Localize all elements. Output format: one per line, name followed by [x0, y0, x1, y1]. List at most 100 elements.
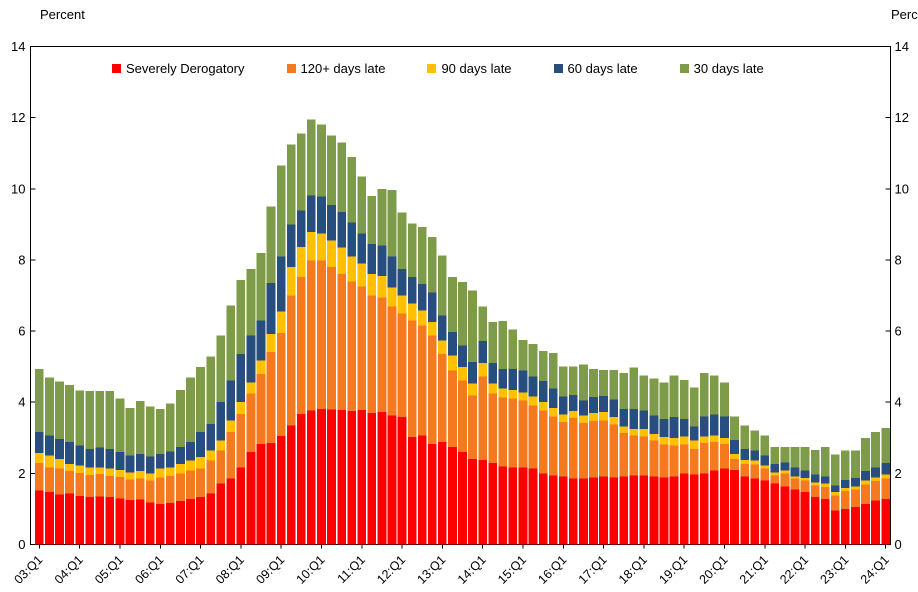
bar-segment	[508, 329, 518, 369]
bar-segment	[307, 119, 316, 196]
bar-segment	[508, 467, 518, 545]
svg-text:12: 12	[11, 110, 25, 125]
bar-segment	[196, 468, 205, 498]
bar-segment	[568, 418, 578, 479]
bar-segment	[417, 310, 427, 326]
bar-segment	[35, 368, 44, 433]
bar-segment	[387, 306, 397, 416]
bar-segment	[730, 416, 739, 440]
bar-segment	[780, 462, 790, 471]
bar-segment	[417, 227, 427, 284]
bar-segment	[790, 467, 800, 477]
svg-text:2: 2	[895, 466, 902, 481]
bar-segment	[357, 263, 367, 287]
bar-segment	[669, 375, 679, 418]
bar-segment	[770, 475, 780, 484]
bar-segment	[669, 437, 679, 446]
bar-segment	[367, 412, 377, 545]
bar-segment	[397, 417, 407, 545]
bar-segment	[397, 212, 407, 269]
bar-segment	[609, 477, 618, 545]
svg-text:6: 6	[18, 324, 25, 339]
bar-segment	[105, 468, 115, 476]
bar-segment	[699, 443, 709, 474]
bar-segment	[669, 445, 679, 477]
bar-segment	[820, 476, 830, 484]
bar-segment	[830, 492, 840, 496]
bar-segment	[810, 449, 820, 475]
bar-segment	[830, 485, 840, 493]
bar-segment	[760, 435, 770, 456]
bar-segment	[830, 454, 840, 486]
bar-segment	[95, 447, 105, 468]
x-tick-label: 15:Q1	[495, 553, 529, 587]
bar-segment	[659, 382, 669, 419]
bar-segment	[256, 320, 266, 361]
bar-segment	[317, 233, 326, 261]
x-tick-label: 06:Q1	[132, 553, 166, 587]
bar-segment	[75, 390, 84, 446]
x-tick-label: 11:Q1	[335, 553, 368, 586]
bar-segment	[740, 425, 749, 449]
bar-segment	[427, 443, 437, 545]
bar-segment	[115, 498, 125, 545]
bar-segment	[659, 437, 669, 445]
bar-segment	[387, 287, 397, 307]
bar-segment	[881, 498, 890, 545]
bar-segment	[115, 469, 125, 477]
bar-segment	[186, 498, 195, 545]
bar-segment	[286, 267, 296, 296]
bar-segment	[357, 176, 367, 234]
bar-segment	[498, 368, 508, 389]
legend-label: 120+ days late	[300, 61, 386, 76]
bar-segment	[841, 487, 850, 492]
bar-segment	[236, 353, 246, 403]
bar-segment	[115, 476, 125, 499]
bar-segment	[236, 413, 246, 468]
bar-segment	[276, 311, 286, 333]
bar-segment	[488, 383, 498, 394]
x-tick-label: 20:Q1	[697, 553, 731, 587]
bar-segment	[155, 503, 165, 545]
bar-segment	[528, 396, 538, 406]
svg-text:6: 6	[895, 324, 902, 339]
bar-segment	[699, 436, 709, 444]
bar-segment	[548, 388, 558, 408]
bar-segment	[881, 427, 890, 464]
bar-segment	[216, 440, 226, 451]
bar-segment	[55, 494, 64, 545]
bar-segment	[599, 420, 608, 477]
bar-segment	[710, 435, 719, 443]
bar-segment	[790, 489, 800, 545]
bar-segment	[347, 156, 357, 223]
x-tick-label: 18:Q1	[616, 553, 650, 587]
bar-segment	[176, 464, 185, 474]
legend-label: 90 days late	[441, 61, 512, 76]
bar-segment	[165, 451, 175, 468]
bar-segment	[216, 483, 226, 545]
bar-segment	[619, 433, 629, 477]
bar-segment	[206, 493, 215, 545]
bar-segment	[528, 376, 538, 397]
bar-segment	[599, 412, 608, 421]
bar-segment	[317, 196, 326, 234]
bar-segment	[800, 492, 810, 545]
legend-item-120-days-late: 120+ days late	[286, 61, 386, 76]
bar-segment	[317, 260, 326, 409]
bar-segment	[397, 295, 407, 314]
bar-segment	[659, 418, 669, 438]
bar-segment	[548, 475, 558, 545]
bar-segment	[75, 465, 84, 474]
bar-segment	[55, 458, 64, 469]
bar-segment	[589, 368, 598, 398]
bar-segment	[851, 486, 860, 490]
bar-segment	[256, 373, 266, 444]
bar-segment	[740, 459, 749, 464]
bar-segment	[448, 447, 457, 545]
bar-segment	[45, 467, 54, 493]
bar-segment	[246, 393, 256, 453]
bar-segment	[327, 240, 336, 268]
bar-segment	[337, 274, 346, 411]
bar-segment	[286, 425, 296, 545]
bar-segment	[750, 450, 760, 461]
